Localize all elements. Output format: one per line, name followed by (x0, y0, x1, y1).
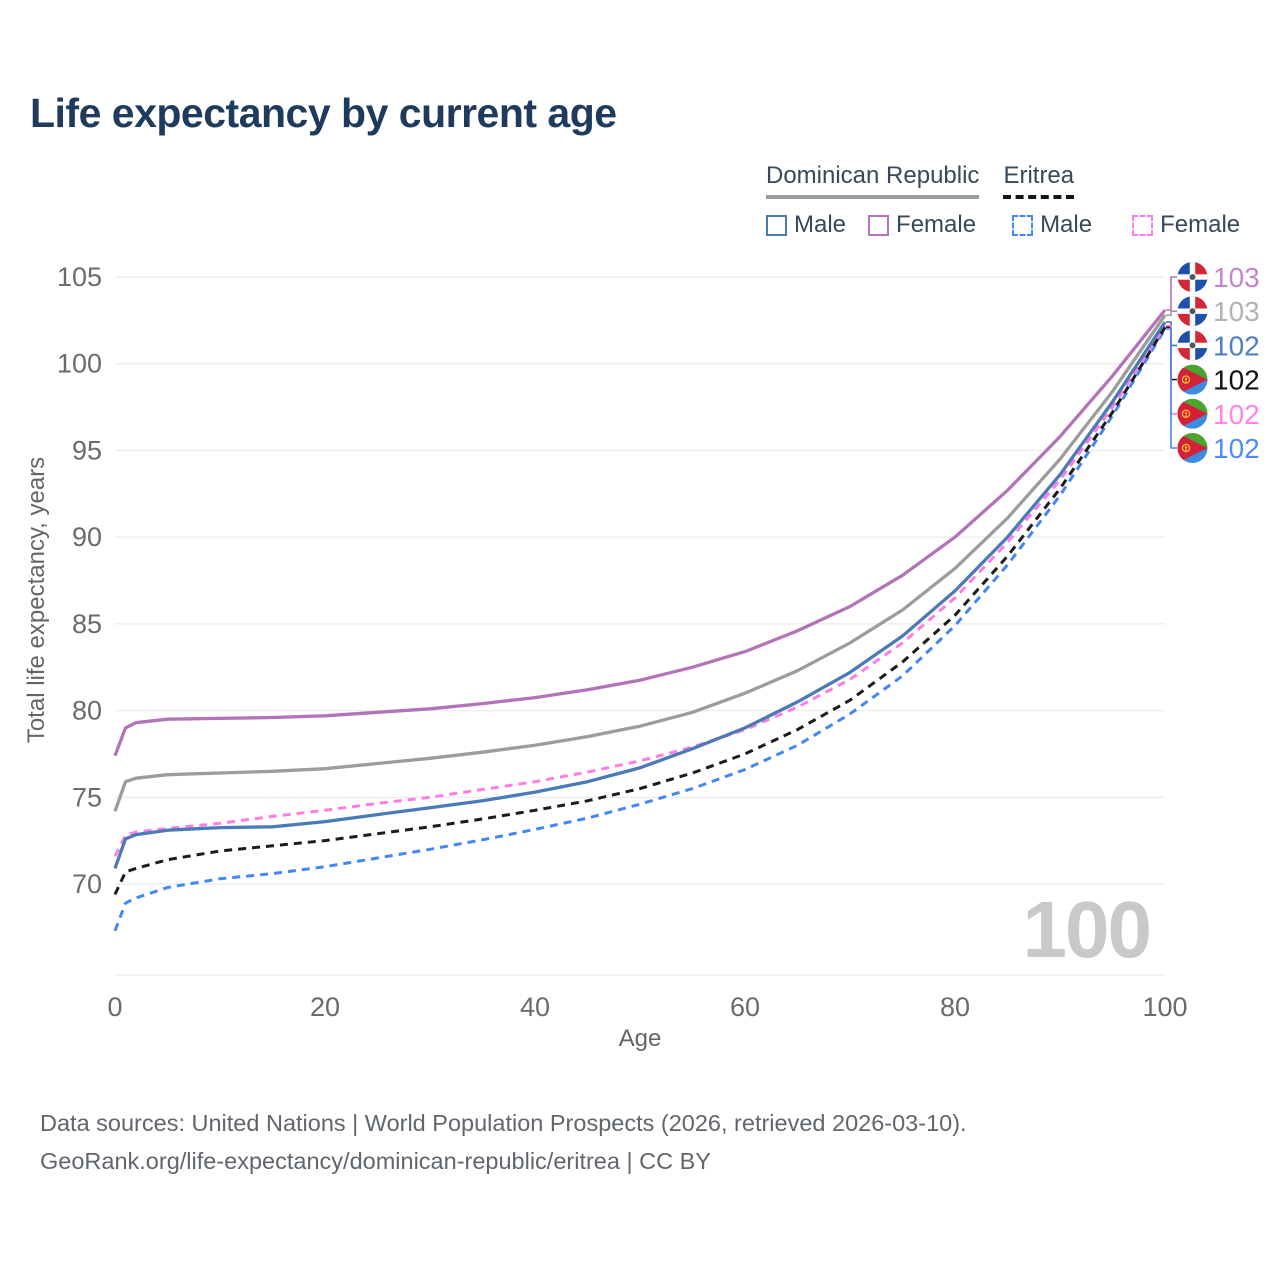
y-tick-label: 75 (72, 782, 102, 812)
eritrea-male-swatch-icon (1012, 214, 1034, 236)
y-tick-label: 90 (72, 522, 102, 552)
x-axis-title: Age (619, 1025, 662, 1052)
dr-female-swatch-icon (868, 214, 890, 236)
series-line-eritrea-female[interactable] (113, 324, 1167, 857)
series-line-dominican-republic-female[interactable] (113, 308, 1167, 757)
end-value-label: 102 (1213, 330, 1260, 361)
legend-item-label: Female (1160, 211, 1241, 238)
leader-line (1166, 276, 1177, 311)
leader-lines (1166, 276, 1177, 449)
end-value-label: 103 (1213, 296, 1260, 327)
series-line-eritrea-both-sexes[interactable] (113, 326, 1167, 896)
legend-item-dr-male[interactable]: Male (766, 211, 846, 239)
footer: Data sources: United Nations | World Pop… (40, 1104, 967, 1180)
legend-series-row: Male Female Male Female (766, 211, 1240, 239)
end-value-label: 103 (1213, 262, 1260, 293)
end-value-label: 102 (1213, 399, 1260, 430)
series-line-dominican-republic-both-sexes[interactable] (113, 314, 1167, 812)
x-tick-label: 60 (730, 992, 760, 1022)
end-value-label: 102 (1213, 433, 1260, 464)
legend-item-dr-female[interactable]: Female (868, 211, 976, 239)
legend-headers: Dominican Republic Eritrea (766, 162, 1240, 199)
y-tick-label: 85 (72, 609, 102, 639)
x-tick-label: 100 (1142, 992, 1187, 1022)
data-sources: Data sources: United Nations | World Pop… (40, 1110, 967, 1136)
y-axis-title: Total life expectancy, years (23, 457, 50, 743)
series-lines (113, 308, 1167, 932)
legend-group-eritrea[interactable]: Eritrea (1003, 162, 1075, 199)
axis-tick-labels: 70 75 80 85 90 95 100 105 0 20 40 60 80 100 (57, 262, 1188, 1022)
eritrea-flag-icon (1178, 399, 1208, 429)
series-line-eritrea-male[interactable] (113, 328, 1167, 932)
legend-item-label: Male (1040, 211, 1093, 238)
leader-line (1166, 328, 1177, 449)
x-tick-label: 0 (107, 992, 122, 1022)
flag-icons (1178, 262, 1208, 463)
y-tick-label: 95 (72, 435, 102, 465)
legend: Dominican Republic Eritrea Male Female M… (766, 162, 1240, 239)
legend-item-label: Male (794, 211, 847, 238)
gridlines (115, 276, 1165, 976)
eritrea-female-swatch-icon (1132, 214, 1154, 236)
series-line-dominican-republic-male[interactable] (113, 321, 1167, 869)
x-tick-label: 80 (940, 992, 970, 1022)
dominican-republic-flag-icon (1178, 330, 1208, 360)
y-tick-label: 80 (72, 696, 102, 726)
legend-group-dominican-republic[interactable]: Dominican Republic (766, 162, 980, 199)
y-tick-label: 70 (72, 869, 102, 899)
dominican-republic-flag-icon (1178, 296, 1208, 326)
attribution: GeoRank.org/life-expectancy/dominican-re… (40, 1148, 711, 1174)
end-value-label: 102 (1213, 365, 1260, 396)
eritrea-flag-icon (1178, 433, 1208, 463)
legend-item-eritrea-male[interactable]: Male (1012, 211, 1092, 239)
dr-male-swatch-icon (766, 214, 787, 236)
y-tick-label: 100 (57, 349, 102, 379)
legend-item-eritrea-female[interactable]: Female (1132, 211, 1240, 239)
eritrea-flag-icon (1178, 365, 1208, 395)
legend-item-label: Female (896, 211, 977, 238)
chart-title: Life expectancy by current age (30, 90, 617, 136)
watermark-100: 100 (1023, 885, 1150, 974)
x-tick-label: 40 (520, 992, 550, 1022)
y-tick-label: 105 (57, 262, 102, 292)
x-tick-label: 20 (310, 992, 340, 1022)
leader-line (1166, 310, 1177, 316)
dominican-republic-flag-icon (1178, 262, 1208, 292)
